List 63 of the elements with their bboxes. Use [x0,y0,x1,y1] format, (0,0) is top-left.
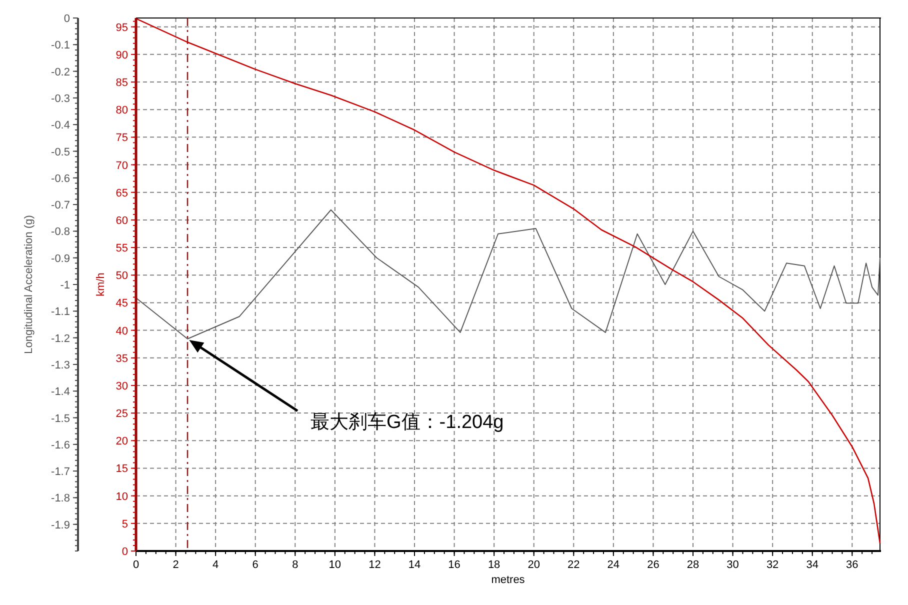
x-tick-label: 10 [328,559,342,571]
x-tick-label: 12 [368,559,381,571]
y2-tick-label: 70 [116,160,128,172]
y2-tick-label: 90 [116,49,128,62]
y2-tick-label: 45 [116,298,128,310]
x-tick-label: 24 [607,559,620,571]
y2-tick-label: 10 [116,490,128,503]
y2-axis-title: km/h [95,272,107,296]
x-tick-label: 18 [488,559,500,571]
y-tick-label: -0.5 [51,146,70,158]
x-tick-label: 22 [568,559,580,571]
y-tick-label: -0.3 [51,92,70,105]
y-tick-label: -0.1 [51,40,70,52]
y2-tick-label: 80 [116,104,128,117]
x-tick-label: 0 [132,559,140,571]
y2-tick-label: 5 [122,518,128,530]
x-axis-title: metres [491,574,526,586]
x-tick-label: 16 [448,559,460,571]
x-tick-label: 26 [647,559,660,571]
y2-tick-label: 15 [116,463,128,476]
x-tick-label: 28 [686,559,700,571]
x-tick-label: 20 [528,559,540,571]
y-tick-label: -0.7 [51,200,70,212]
y2-tick-label: 20 [116,436,128,448]
x-tick-label: 34 [806,559,818,571]
x-tick-label: 6 [252,559,258,571]
y-tick-label: -0.2 [51,66,70,78]
y-tick-label: -1 [60,280,70,292]
x-tick-label: 2 [172,559,179,571]
y-tick-label: -1.1 [51,306,70,318]
y-tick-label: -1.6 [51,439,70,452]
y-tick-label: -1.3 [51,359,70,372]
x-tick-label: 36 [846,559,858,571]
x-tick-label: 14 [408,559,421,571]
y-tick-label: 0 [64,13,70,25]
y2-tick-label: 65 [116,187,128,200]
y2-tick-label: 55 [116,242,128,255]
y-tick-label: -1.4 [51,386,70,398]
y-tick-label: -1.2 [51,332,70,345]
y2-tick-label: 85 [116,77,128,90]
x-tick-label: 4 [212,559,219,571]
y-axis-title: Longitudinal Acceleration (g) [23,215,35,354]
y2-tick-label: 75 [116,132,128,144]
y-tick-label: -1.5 [51,412,70,425]
y-tick-label: -0.9 [51,252,70,265]
y2-tick-label: 35 [116,352,128,365]
y-tick-label: -0.8 [51,226,70,238]
y2-tick-label: 0 [122,546,128,558]
y2-tick-label: 25 [116,408,128,420]
y2-tick-label: 30 [116,380,128,392]
x-tick-label: 32 [766,559,779,571]
y2-tick-label: 60 [116,214,128,227]
x-tick-label: 8 [292,559,298,571]
x-tick-label: 30 [726,559,739,571]
y-tick-label: -1.7 [51,466,70,478]
y-tick-label: -0.4 [51,120,70,132]
y2-tick-label: 40 [116,325,128,338]
annotation: 最大刹车G值：-1.204g [310,412,504,433]
y2-tick-label: 50 [116,270,128,282]
y-tick-label: -1.9 [51,519,70,532]
y2-tick-label: 95 [116,22,128,34]
y-tick-label: -0.6 [51,172,70,185]
y-tick-label: -1.8 [51,492,70,505]
